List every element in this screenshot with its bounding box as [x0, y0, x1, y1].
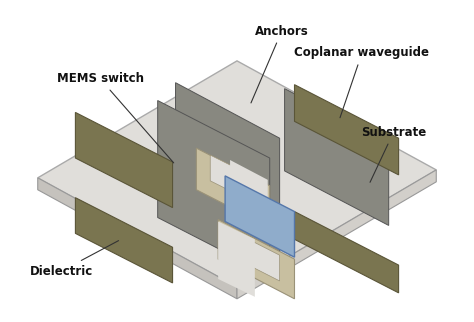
Polygon shape — [230, 160, 268, 222]
Polygon shape — [175, 83, 280, 273]
Polygon shape — [218, 222, 255, 297]
Polygon shape — [158, 100, 270, 275]
Polygon shape — [75, 112, 173, 208]
Polygon shape — [284, 89, 389, 225]
Polygon shape — [225, 176, 294, 257]
Polygon shape — [210, 155, 258, 204]
Polygon shape — [218, 220, 294, 299]
Text: Substrate: Substrate — [361, 126, 426, 182]
Polygon shape — [294, 212, 399, 293]
Polygon shape — [38, 61, 436, 287]
Text: Coplanar waveguide: Coplanar waveguide — [294, 46, 429, 118]
Text: Anchors: Anchors — [251, 24, 309, 103]
Polygon shape — [294, 85, 399, 175]
Text: Dielectric: Dielectric — [30, 241, 118, 278]
Text: MEMS switch: MEMS switch — [56, 72, 173, 163]
Polygon shape — [75, 198, 173, 283]
Polygon shape — [237, 170, 436, 299]
Polygon shape — [38, 178, 237, 299]
Polygon shape — [196, 148, 270, 227]
Polygon shape — [225, 227, 280, 281]
